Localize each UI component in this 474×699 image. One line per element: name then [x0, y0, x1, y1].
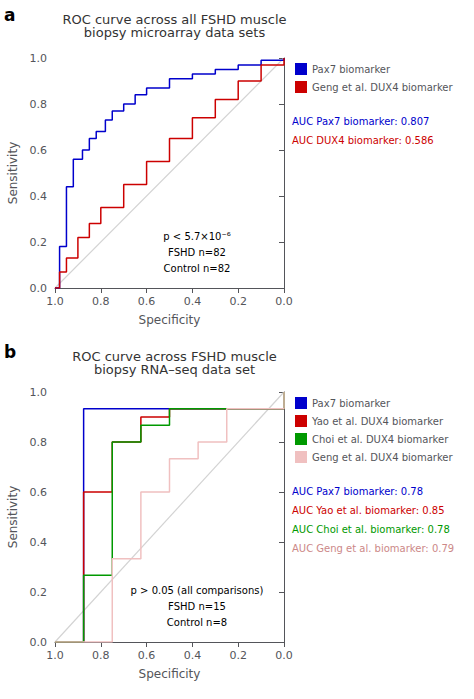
svg-text:0.0: 0.0: [275, 649, 293, 662]
svg-text:0.8: 0.8: [30, 436, 48, 449]
svg-text:Sensitivity: Sensitivity: [6, 486, 20, 548]
svg-text:0.2: 0.2: [229, 295, 247, 308]
svg-text:0.6: 0.6: [138, 295, 156, 308]
svg-text:b: b: [4, 342, 16, 362]
svg-text:Geng et al. DUX4 biomarker: Geng et al. DUX4 biomarker: [312, 452, 454, 463]
svg-text:0.4: 0.4: [30, 536, 48, 549]
svg-text:0.2: 0.2: [229, 649, 247, 662]
svg-text:1.0: 1.0: [30, 52, 48, 65]
svg-text:1.0: 1.0: [46, 295, 64, 308]
svg-text:0.6: 0.6: [30, 144, 48, 157]
svg-text:FSHD n=15: FSHD n=15: [168, 601, 226, 612]
svg-text:Yao et al. DUX4 biomarker: Yao et al. DUX4 biomarker: [311, 416, 444, 427]
svg-text:0.2: 0.2: [30, 586, 48, 599]
svg-text:Control n=8: Control n=8: [167, 617, 227, 628]
svg-text:p < 5.7×10⁻⁶: p < 5.7×10⁻⁶: [163, 231, 230, 242]
svg-text:ROC curve across FSHD muscle: ROC curve across FSHD muscle: [72, 349, 277, 364]
svg-text:p > 0.05 (all comparisons): p > 0.05 (all comparisons): [131, 585, 264, 596]
svg-text:AUC Yao et al. biomarker: 0.85: AUC Yao et al. biomarker: 0.85: [292, 505, 445, 516]
svg-text:Specificity: Specificity: [139, 313, 201, 327]
svg-text:0.2: 0.2: [30, 236, 48, 249]
svg-text:Sensitivity: Sensitivity: [6, 142, 20, 204]
svg-text:0.4: 0.4: [30, 190, 48, 203]
svg-text:Geng et al. DUX4 biomarker: Geng et al. DUX4 biomarker: [312, 82, 454, 93]
svg-text:ROC curve across all FSHD musc: ROC curve across all FSHD muscle: [62, 12, 287, 27]
svg-text:a: a: [4, 5, 15, 25]
svg-text:0.4: 0.4: [184, 649, 202, 662]
svg-text:biopsy RNA–seq data set: biopsy RNA–seq data set: [94, 362, 255, 377]
svg-text:0.0: 0.0: [30, 282, 48, 295]
svg-text:0.0: 0.0: [30, 636, 48, 649]
svg-text:AUC Pax7 biomarker: 0.78: AUC Pax7 biomarker: 0.78: [292, 486, 423, 497]
svg-text:Specificity: Specificity: [139, 667, 201, 681]
svg-text:Pax7 biomarker: Pax7 biomarker: [312, 398, 391, 409]
svg-text:FSHD n=82: FSHD n=82: [168, 247, 226, 258]
svg-text:Pax7 biomarker: Pax7 biomarker: [312, 64, 391, 75]
svg-text:0.8: 0.8: [92, 295, 110, 308]
svg-text:AUC Pax7 biomarker: 0.807: AUC Pax7 biomarker: 0.807: [292, 116, 429, 127]
svg-text:Choi et al. DUX4 biomarker: Choi et al. DUX4 biomarker: [312, 434, 449, 445]
svg-text:0.6: 0.6: [30, 486, 48, 499]
svg-text:0.8: 0.8: [92, 649, 110, 662]
svg-text:0.6: 0.6: [138, 649, 156, 662]
svg-text:AUC DUX4 biomarker: 0.586: AUC DUX4 biomarker: 0.586: [292, 135, 434, 146]
svg-text:AUC Geng et al. biomarker: 0.7: AUC Geng et al. biomarker: 0.79: [292, 543, 454, 554]
svg-text:1.0: 1.0: [30, 386, 48, 399]
svg-text:0.4: 0.4: [184, 295, 202, 308]
svg-text:1.0: 1.0: [46, 649, 64, 662]
svg-text:0.8: 0.8: [30, 98, 48, 111]
svg-text:biopsy microarray data sets: biopsy microarray data sets: [84, 25, 266, 40]
svg-text:0.0: 0.0: [275, 295, 293, 308]
svg-text:Control n=82: Control n=82: [164, 263, 231, 274]
svg-text:AUC Choi et al. biomarker: 0.7: AUC Choi et al. biomarker: 0.78: [292, 524, 450, 535]
